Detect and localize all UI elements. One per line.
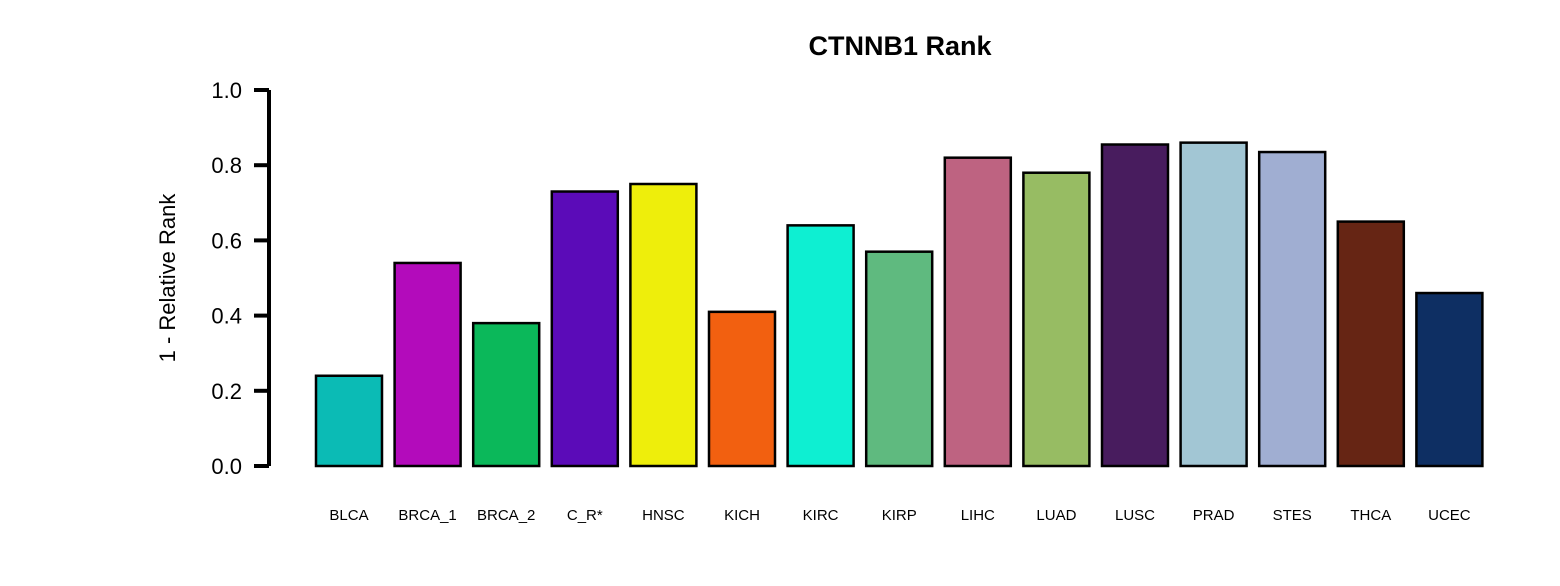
x-tick-label: UCEC — [1428, 507, 1471, 524]
bar-brca-2 — [471, 321, 541, 468]
bar-lusc — [1100, 143, 1170, 468]
bar-luad — [1022, 171, 1091, 468]
x-tick-label: KICH — [724, 507, 760, 524]
bar-brca-1 — [393, 261, 462, 468]
bar-blca — [314, 374, 384, 468]
y-tick-label: 0.6 — [211, 228, 242, 253]
x-tick-label: LUAD — [1036, 507, 1076, 524]
bar-c-r — [550, 190, 620, 468]
bar-kich — [707, 310, 777, 468]
x-axis-labels: BLCA BRCA_1 BRCA_2 C_R* HNSC KICH KIRC KIRP LIHC… — [329, 507, 1470, 524]
y-tick-label: 0.0 — [211, 454, 242, 479]
x-tick-label: STES — [1273, 507, 1312, 524]
x-tick-label: PRAD — [1193, 507, 1235, 524]
x-tick-label: THCA — [1350, 507, 1391, 524]
x-tick-label: C_R* — [567, 507, 603, 524]
bar-ucec — [1415, 291, 1484, 468]
y-axis: 0.0 0.2 0.4 0.6 0.8 1.0 — [211, 78, 271, 479]
y-axis-label: 1 - Relative Rank — [155, 193, 180, 363]
y-tick-label: 1.0 — [211, 78, 242, 103]
x-tick-label: LIHC — [961, 507, 995, 524]
x-tick-label: LUSC — [1115, 507, 1155, 524]
bar-thca — [1336, 220, 1406, 468]
x-tick-label: BRCA_1 — [398, 507, 456, 524]
x-tick-label: HNSC — [642, 507, 685, 524]
bars — [314, 141, 1484, 468]
bar-kirc — [786, 224, 855, 468]
bar-stes — [1257, 150, 1327, 468]
x-tick-label: BLCA — [329, 507, 368, 524]
y-tick-label: 0.4 — [211, 304, 242, 329]
bar-kirp — [864, 250, 934, 468]
x-tick-label: BRCA_2 — [477, 507, 535, 524]
bar-prad — [1179, 141, 1248, 468]
x-tick-label: KIRC — [803, 507, 839, 524]
y-tick-label: 0.8 — [211, 153, 242, 178]
bar-lihc — [943, 156, 1013, 468]
bar-hnsc — [629, 182, 698, 468]
x-tick-label: KIRP — [882, 507, 917, 524]
y-tick-label: 0.2 — [211, 379, 242, 404]
chart-title: CTNNB1 Rank — [808, 31, 992, 61]
